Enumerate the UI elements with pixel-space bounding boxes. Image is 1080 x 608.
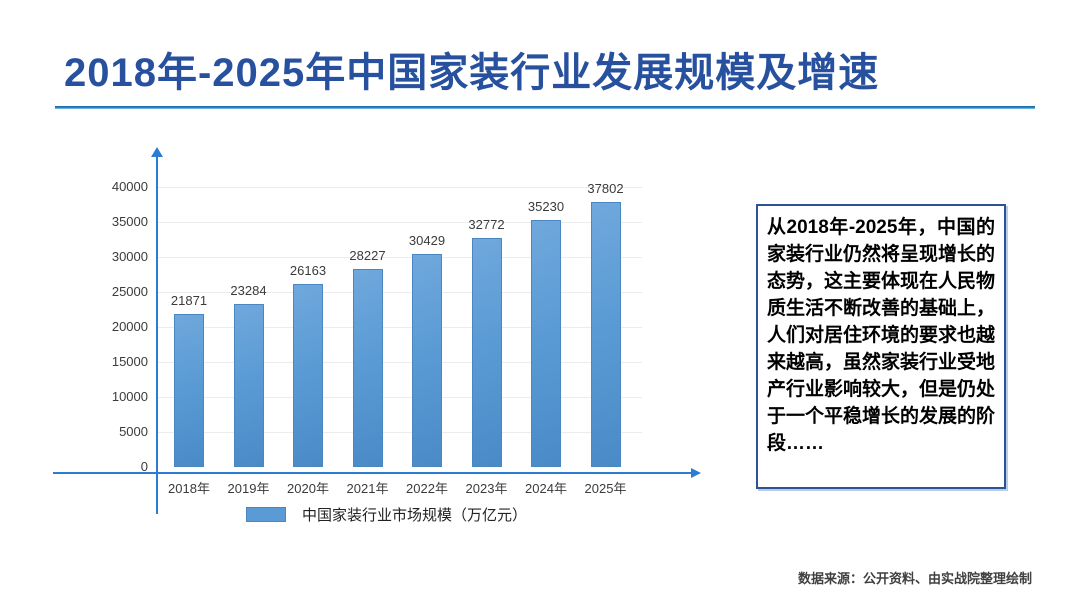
- x-tick-label: 2022年: [406, 481, 448, 496]
- y-tick-label: 0: [140, 459, 148, 474]
- y-tick-label: 40000: [111, 179, 148, 194]
- gridline: [158, 432, 642, 433]
- x-axis-arrow-icon: [691, 468, 701, 478]
- y-axis-arrow-icon: [151, 147, 163, 157]
- bar-chart: 0 5000 10000 15000 20000 25000 30000 35000 40000…: [53, 147, 701, 525]
- bar-2021年: [352, 269, 383, 467]
- gridline: [158, 257, 642, 258]
- y-tick-label: 35000: [111, 214, 148, 229]
- bar-value-label: 26163: [289, 262, 327, 278]
- bar-value-label: 35230: [527, 199, 565, 215]
- gridline: [158, 292, 642, 293]
- annotation-text-box: 从2018年-2025年，中国的家装行业仍然将呈现增长的态势，这主要体现在人民物…: [756, 204, 1006, 489]
- gridline: [158, 397, 642, 398]
- y-tick-label: 20000: [111, 319, 148, 334]
- gridline: [158, 222, 642, 223]
- x-tick-label: 2018年: [168, 481, 210, 496]
- y-tick-label: 30000: [111, 249, 148, 264]
- x-tick-label: 2019年: [227, 481, 270, 496]
- bar-value-label: 21871: [170, 292, 208, 308]
- bar-2020年: [293, 283, 323, 467]
- gridline: [158, 327, 642, 328]
- chart-legend: 中国家装行业市场规模（万亿元）: [246, 504, 527, 525]
- y-tick-label: 15000: [111, 354, 148, 369]
- legend-swatch: [246, 507, 286, 522]
- legend-label: 中国家装行业市场规模（万亿元）: [302, 507, 528, 524]
- y-tick-label: 10000: [111, 389, 148, 404]
- bar-value-label: 32772: [468, 216, 505, 232]
- bar-2018年: [174, 313, 204, 467]
- x-tick-label: 2020年: [287, 481, 329, 496]
- gridline: [158, 187, 642, 188]
- annotation-text: 从2018年-2025年，中国的家装行业仍然将呈现增长的态势，这主要体现在人民物…: [767, 217, 996, 454]
- bar-value-label: 30429: [408, 232, 446, 248]
- x-axis-line: [53, 472, 693, 474]
- x-tick-label: 2024年: [525, 481, 567, 496]
- title-underline: [55, 106, 1035, 109]
- data-source-caption: 数据来源：公开资料、由实战院整理绘制: [797, 571, 1032, 586]
- y-tick-label: 25000: [111, 284, 148, 299]
- x-tick-label: 2025年: [584, 481, 627, 496]
- bar-2023年: [471, 237, 502, 467]
- x-tick-label: 2023年: [465, 481, 508, 496]
- bar-2022年: [412, 253, 442, 467]
- x-tick-label: 2021年: [346, 481, 389, 496]
- bar-2025年: [590, 202, 621, 467]
- y-axis-line: [156, 156, 158, 514]
- bar-value-label: 23284: [230, 283, 267, 298]
- bar-2019年: [233, 304, 264, 467]
- page-title: 2018年-2025年中国家装行业发展规模及增速: [64, 51, 880, 95]
- bar-value-label: 28227: [349, 248, 386, 264]
- bar-value-label: 37802: [587, 181, 624, 197]
- gridline: [158, 362, 642, 363]
- y-tick-label: 5000: [119, 424, 148, 439]
- bar-2024年: [531, 220, 561, 467]
